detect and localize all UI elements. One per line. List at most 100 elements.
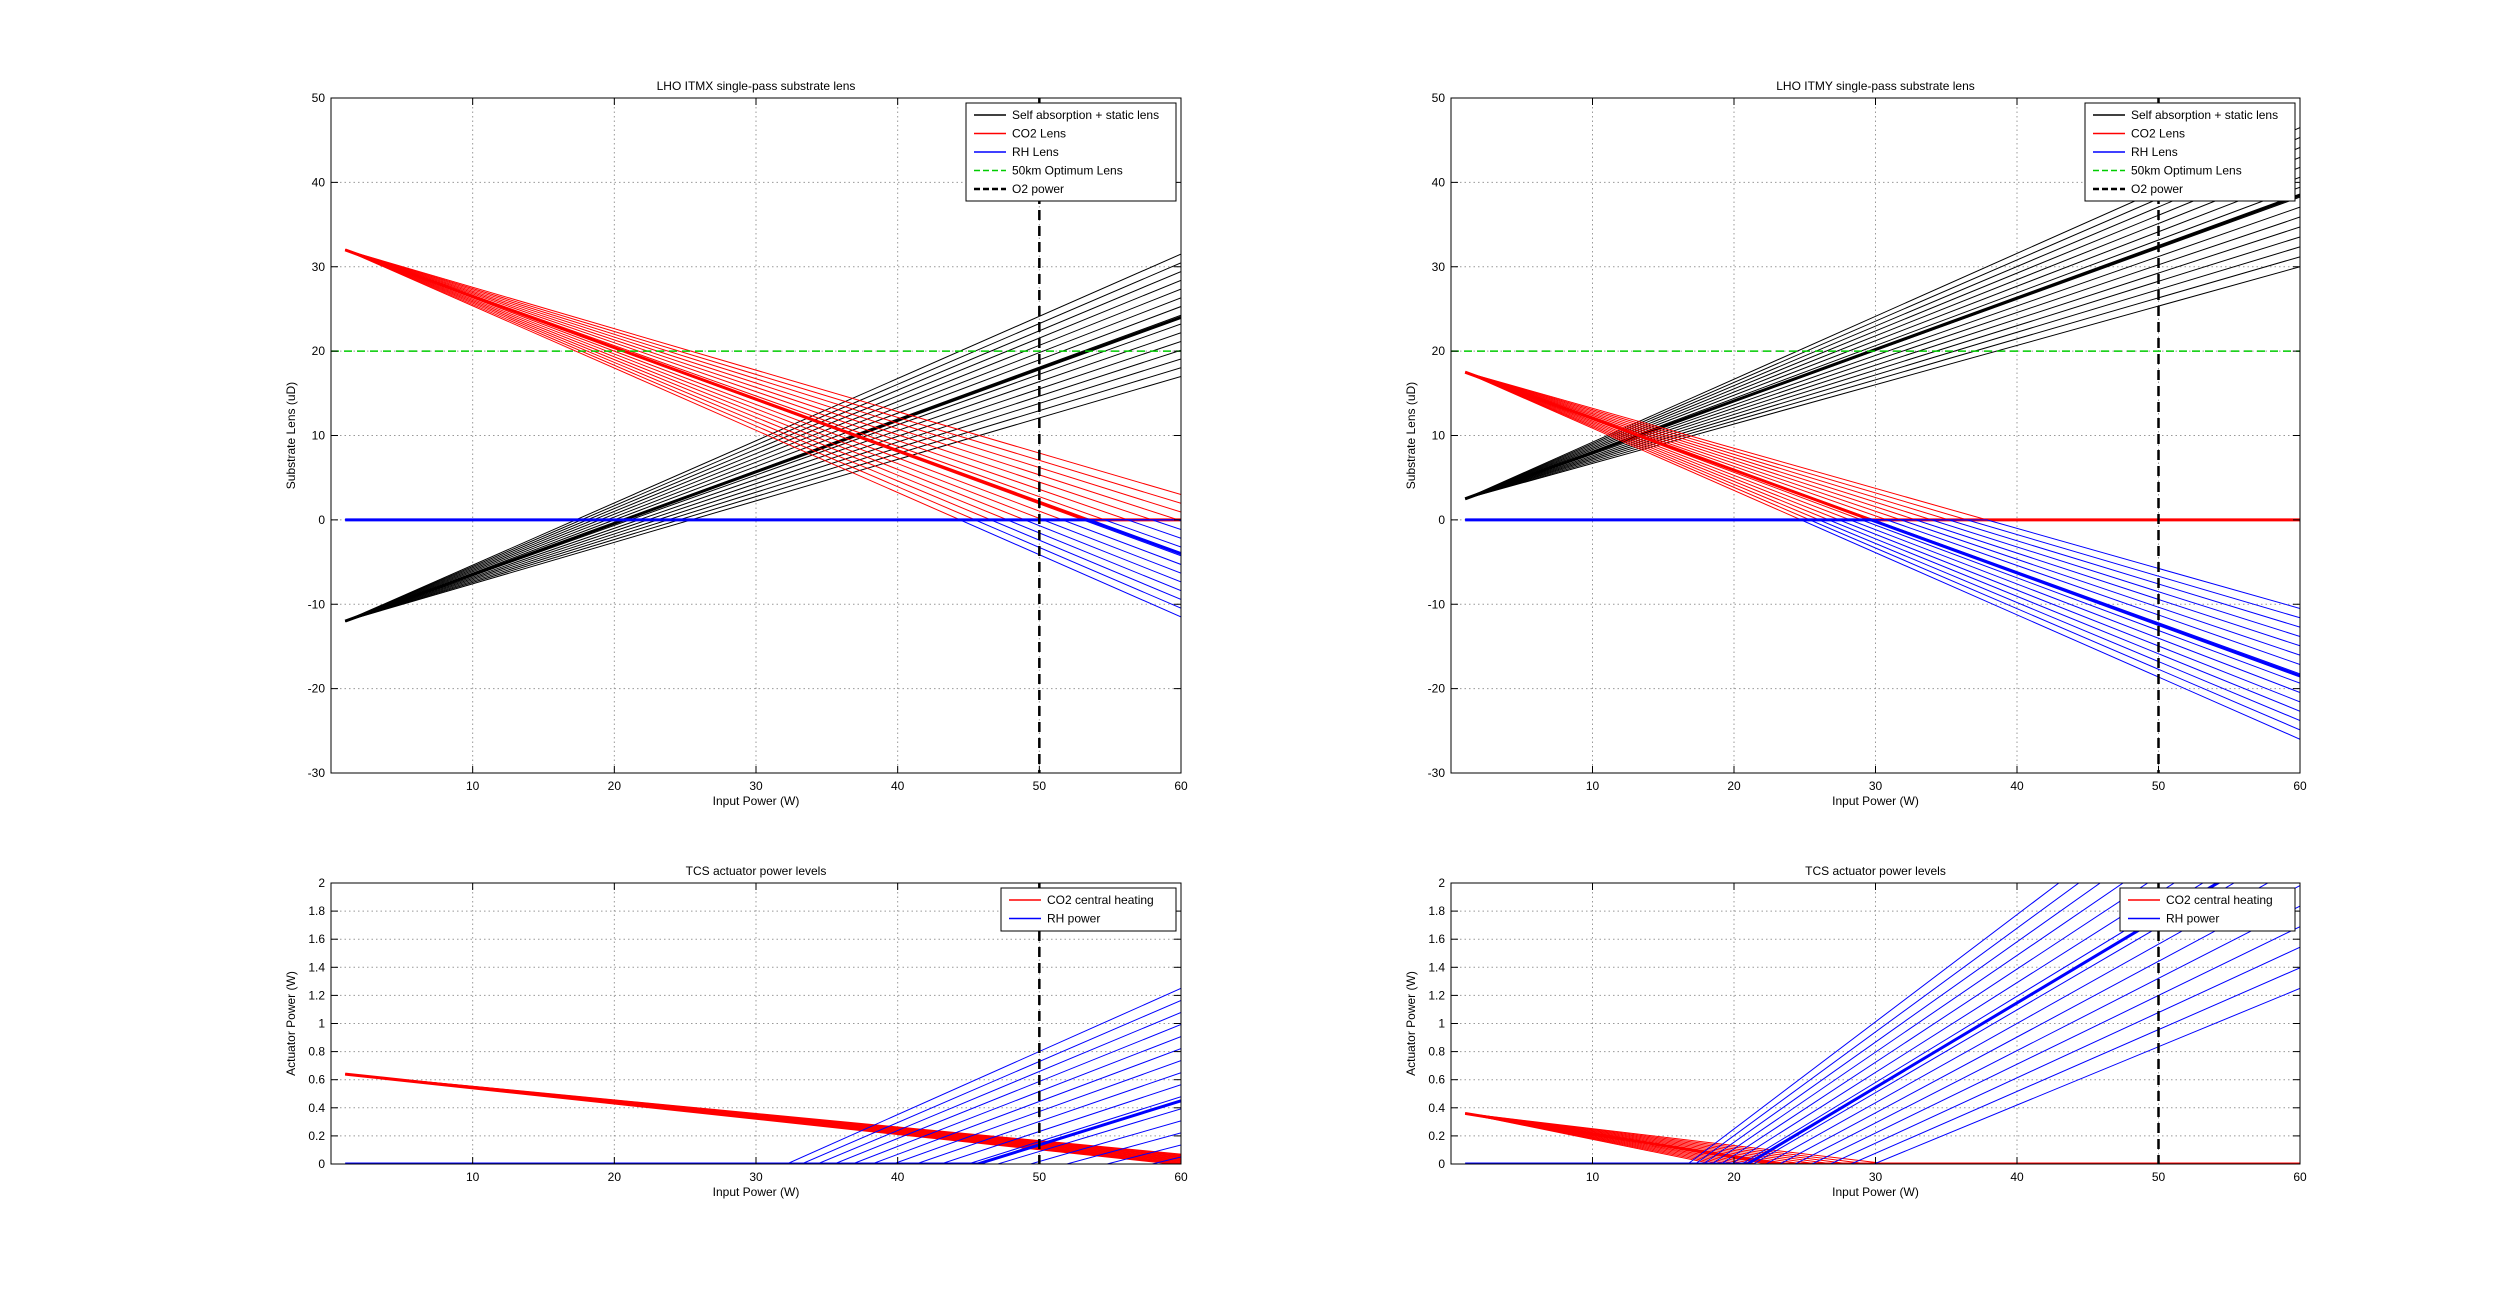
chart-title: LHO ITMX single-pass substrate lens (657, 79, 856, 93)
series-line (1465, 883, 2204, 1164)
y-tick-label: 0 (1438, 1157, 1445, 1171)
series-line (345, 249, 1181, 496)
series-line (345, 1060, 1181, 1164)
series-line (1465, 967, 2300, 1164)
ticks: 10 20 30 40 50 60 0 0.2 0.4 0.6 0.8 1 1.2 1.4 1.6 1.8 2 (308, 876, 1188, 1184)
series-line (1465, 946, 2300, 1164)
legend-label-co2-lens: CO2 Lens (1012, 127, 1066, 141)
series-line (345, 332, 1181, 622)
series-rh-lens (1465, 518, 2300, 740)
x-tick-label: 10 (466, 1170, 480, 1184)
series-line (345, 249, 1181, 504)
series-line (1465, 1112, 2300, 1164)
x-tick-label: 30 (1869, 779, 1883, 793)
series-line-nominal (345, 518, 1181, 556)
series-line (344, 262, 1181, 622)
legend-label-co2-central-heating: CO2 central heating (2166, 893, 2273, 907)
y-tick-label: 0 (318, 513, 325, 527)
series-line (1465, 905, 2300, 1164)
series-line (1465, 1112, 2300, 1164)
x-tick-label: 60 (1174, 779, 1188, 793)
series-line (1464, 166, 2300, 500)
legend-label-rh-lens: RH Lens (2131, 145, 2178, 159)
series-line (1465, 1112, 2300, 1164)
y-tick-label: 1.8 (308, 904, 325, 918)
x-tick-label: 30 (749, 779, 763, 793)
series-line (1464, 216, 2300, 500)
series-line (1465, 885, 2300, 1164)
series-line (1465, 883, 2149, 1164)
data-layer (1464, 883, 2300, 1164)
y-axis-label: Substrate Lens (uD) (1404, 382, 1418, 489)
x-axis-label: Input Power (W) (713, 1185, 800, 1199)
series-line (1465, 256, 2300, 500)
x-axis-label: Input Power (W) (1832, 794, 1919, 808)
chart-title: TCS actuator power levels (1805, 864, 1946, 878)
x-tick-label: 40 (2010, 779, 2024, 793)
y-tick-label: 1.2 (1428, 988, 1445, 1002)
chart-title: TCS actuator power levels (686, 864, 827, 878)
series-line (1465, 1112, 2300, 1164)
y-tick-label: 1.4 (1428, 960, 1445, 974)
legend: Self absorption + static lens CO2 Lens RH … (965, 102, 1177, 202)
y-tick-label: 0.8 (308, 1045, 325, 1059)
series-line (345, 1096, 1181, 1164)
x-tick-label: 50 (1033, 1170, 1047, 1184)
y-tick-label: 1 (1438, 1017, 1445, 1031)
series-line (1465, 1112, 2300, 1164)
x-axis-label: Input Power (W) (1832, 1185, 1919, 1199)
series-line (1464, 156, 2300, 500)
y-axis-label: Actuator Power (W) (1404, 971, 1418, 1076)
series-line (344, 306, 1181, 622)
legend-label-co2-central-heating: CO2 central heating (1047, 893, 1154, 907)
y-tick-label: 30 (312, 260, 326, 274)
x-tick-label: 10 (1586, 1170, 1600, 1184)
x-tick-label: 30 (749, 1170, 763, 1184)
series-line (345, 999, 1181, 1164)
series-line (345, 1048, 1181, 1164)
y-tick-label: -30 (308, 766, 326, 780)
series-line (1465, 1112, 2300, 1164)
series-rh-lens (345, 518, 1181, 618)
x-tick-label: 40 (891, 779, 905, 793)
series-line (1464, 206, 2300, 500)
series-line (344, 297, 1181, 622)
y-tick-label: 0.8 (1428, 1045, 1445, 1059)
legend-label-self-absorption-static-lens: Self absorption + static lens (2131, 108, 2278, 122)
y-tick-label: 1.4 (308, 960, 325, 974)
y-tick-label: -10 (1428, 597, 1446, 611)
series-line (344, 271, 1181, 622)
series-line (344, 279, 1181, 622)
y-tick-label: 0.6 (1428, 1073, 1445, 1087)
y-tick-label: -20 (308, 682, 326, 696)
series-line (345, 358, 1181, 622)
data-layer (345, 883, 1181, 1164)
x-tick-label: 10 (466, 779, 480, 793)
x-tick-label: 50 (1033, 779, 1047, 793)
legend-label-50km-optimum-lens: 50km Optimum Lens (2131, 164, 2242, 178)
y-tick-label: 0.2 (308, 1129, 325, 1143)
legend-box (2119, 887, 2296, 932)
data-layer (1451, 98, 2300, 773)
y-tick-label: -20 (1428, 682, 1446, 696)
x-tick-label: 60 (2293, 779, 2307, 793)
y-tick-label: 0.4 (308, 1101, 325, 1115)
legend: CO2 central heating RH power (2119, 887, 2296, 932)
series-line (345, 1108, 1181, 1164)
legend-label-self-absorption-static-lens: Self absorption + static lens (1012, 108, 1159, 122)
y-tick-label: 0.2 (1428, 1129, 1445, 1143)
y-tick-label: 1.8 (1428, 904, 1445, 918)
y-tick-label: -10 (308, 597, 326, 611)
x-tick-label: 20 (608, 1170, 622, 1184)
series-line (345, 987, 1181, 1164)
series-line-nominal (1464, 1111, 2300, 1164)
y-tick-label: 10 (312, 429, 326, 443)
legend: Self absorption + static lens CO2 Lens RH … (2084, 102, 2296, 202)
series-line (345, 375, 1181, 622)
y-tick-label: 50 (1432, 91, 1446, 105)
series-line (1464, 226, 2300, 500)
series-line (1464, 146, 2300, 500)
series-self-absorption-static-lens (344, 253, 1181, 623)
y-tick-label: 0.4 (1428, 1101, 1445, 1115)
series-line (1465, 1112, 2300, 1164)
